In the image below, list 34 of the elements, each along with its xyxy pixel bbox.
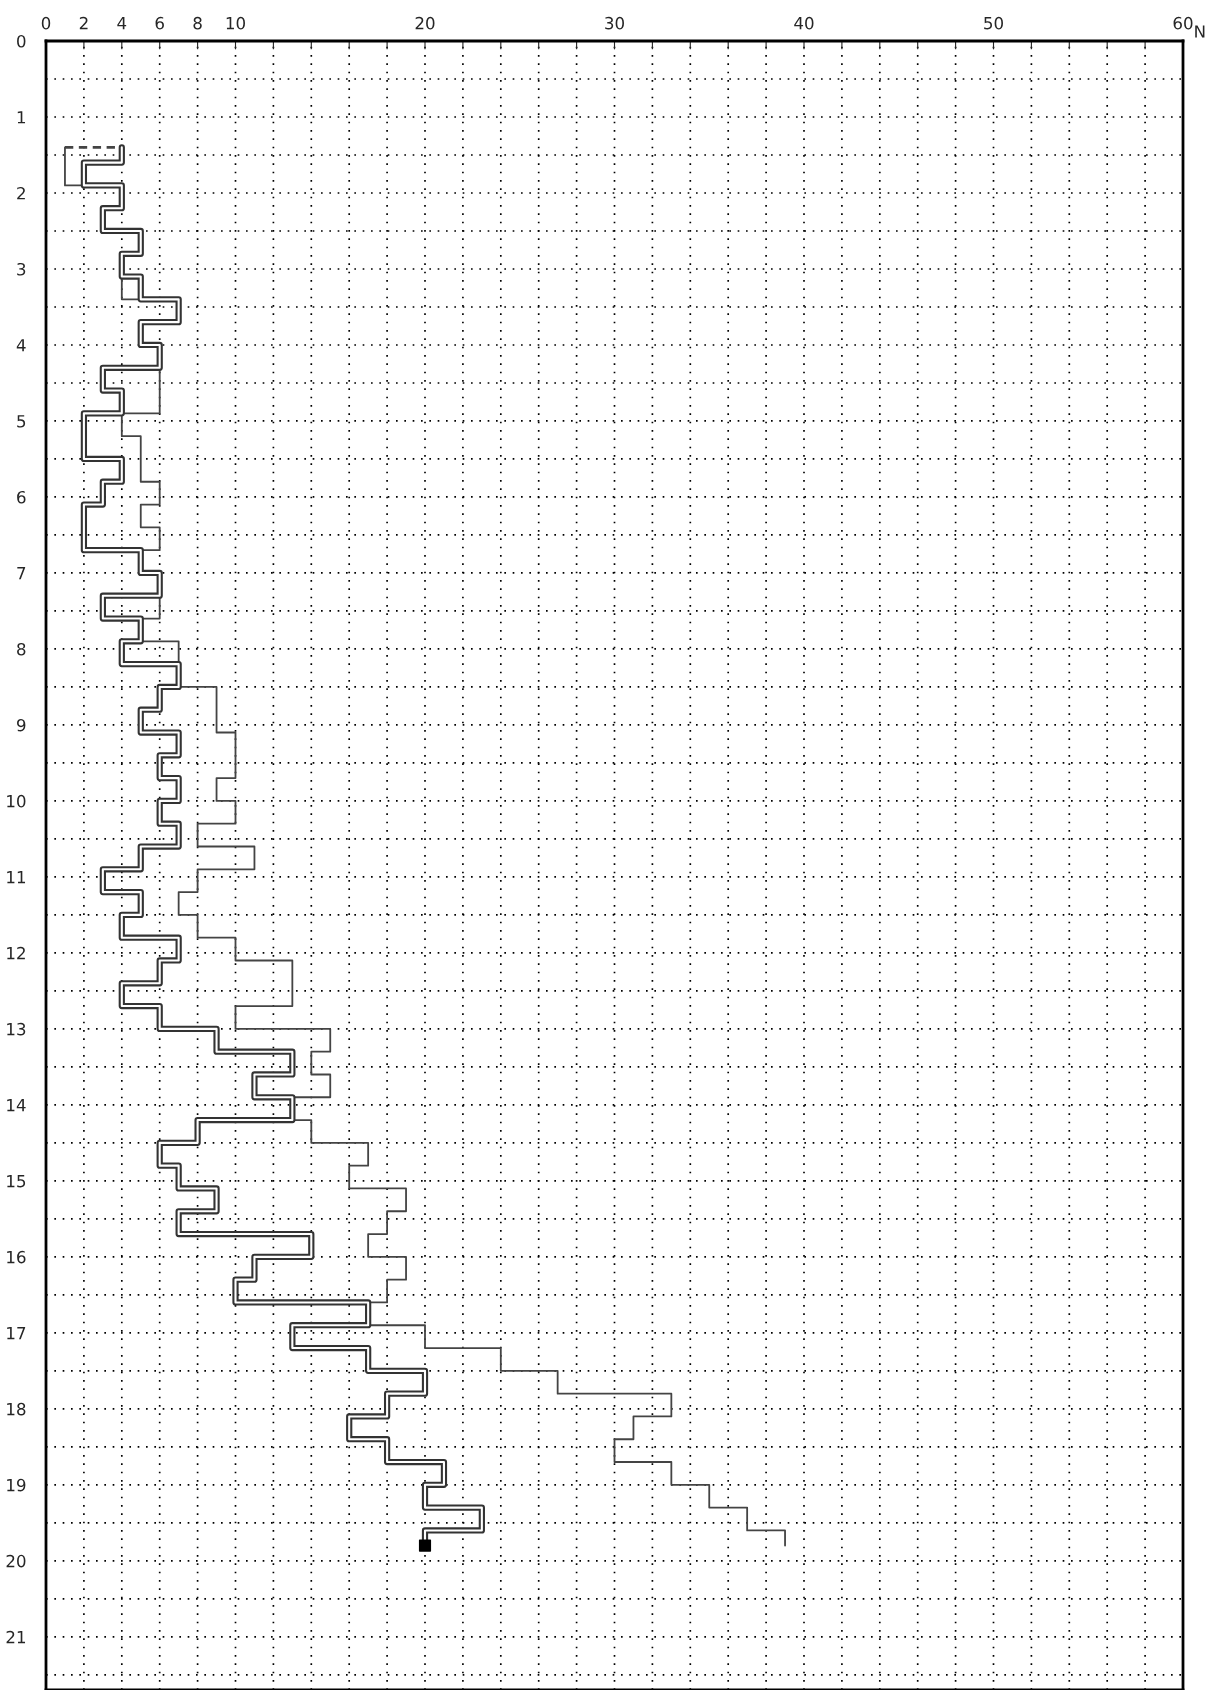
y-tick-label: 18 — [7, 1402, 26, 1416]
x-axis-title: N — [1195, 25, 1205, 38]
y-tick-label: 6 — [17, 490, 26, 504]
y-tick-label: 10 — [7, 794, 26, 808]
x-tick-label: 20 — [415, 16, 435, 30]
y-tick-label: 16 — [7, 1250, 26, 1264]
x-tick-label: 8 — [193, 16, 202, 30]
y-tick-label: 19 — [7, 1478, 26, 1492]
x-tick-label: 40 — [794, 16, 814, 30]
y-tick-label: 2 — [17, 186, 25, 200]
y-tick-label: 9 — [17, 718, 26, 732]
y-tick-label: 14 — [7, 1099, 26, 1112]
x-tick-label: 6 — [155, 16, 164, 30]
y-tick-label: 21 — [6, 1630, 26, 1644]
y-tick-label: 5 — [17, 415, 26, 428]
y-tick-label: 15 — [7, 1175, 26, 1188]
y-tick-label: 1 — [17, 111, 26, 124]
y-tick-label: 8 — [17, 642, 26, 656]
y-tick-label: 17 — [7, 1327, 26, 1340]
y-tick-label: 4 — [16, 339, 26, 352]
y-tick-label: 3 — [17, 262, 26, 276]
x-tick-label: 0 — [41, 16, 51, 30]
x-tick-label: 2 — [79, 16, 88, 30]
y-tick-label: 12 — [7, 946, 25, 960]
y-tick-label: 20 — [6, 1554, 26, 1568]
x-tick-label: 50 — [984, 16, 1003, 30]
y-tick-label: 13 — [7, 1022, 26, 1036]
x-tick-label: 30 — [605, 16, 624, 30]
y-tick-label: 0 — [17, 34, 26, 48]
x-tick-label: 4 — [117, 17, 127, 30]
x-tick-label: 10 — [226, 16, 245, 30]
x-tick-label: 60 — [1173, 16, 1193, 30]
y-tick-label: 11 — [7, 871, 26, 884]
y-tick-label: 7 — [17, 567, 26, 580]
